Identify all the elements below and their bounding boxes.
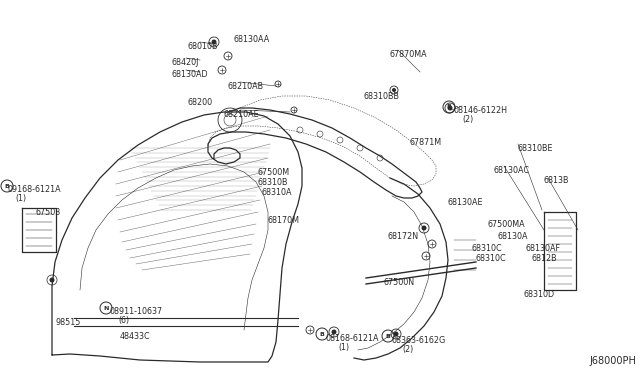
Text: (2): (2) xyxy=(402,345,413,354)
Text: (1): (1) xyxy=(15,194,26,203)
Text: 67500MA: 67500MA xyxy=(488,220,525,229)
Text: 08911-10637: 08911-10637 xyxy=(110,307,163,316)
Circle shape xyxy=(392,88,396,92)
Text: N: N xyxy=(103,305,109,311)
Text: 68310BE: 68310BE xyxy=(518,144,554,153)
Text: 68310C: 68310C xyxy=(472,244,502,253)
Text: 68130AC: 68130AC xyxy=(494,166,530,175)
Text: 68310BB: 68310BB xyxy=(364,92,400,101)
Text: 08363-6162G: 08363-6162G xyxy=(392,336,446,345)
Text: 68310B: 68310B xyxy=(258,178,289,187)
Text: (2): (2) xyxy=(462,115,473,124)
Text: 67871M: 67871M xyxy=(410,138,442,147)
Text: 68130AD: 68130AD xyxy=(172,70,209,79)
Text: (6): (6) xyxy=(118,316,129,325)
Text: 68200: 68200 xyxy=(188,98,213,107)
Text: 68130AA: 68130AA xyxy=(234,35,270,44)
Text: 08146-6122H: 08146-6122H xyxy=(454,106,508,115)
Circle shape xyxy=(422,225,426,231)
Text: 68310C: 68310C xyxy=(476,254,507,263)
Text: B: B xyxy=(319,331,324,337)
Text: 68420J: 68420J xyxy=(172,58,200,67)
Circle shape xyxy=(211,39,216,45)
Text: 6813B: 6813B xyxy=(544,176,570,185)
Circle shape xyxy=(49,278,54,282)
Text: 68172N: 68172N xyxy=(388,232,419,241)
Text: 68130AE: 68130AE xyxy=(448,198,483,207)
Text: B: B xyxy=(385,334,390,339)
Text: B: B xyxy=(4,183,10,189)
Text: 09168-6121A: 09168-6121A xyxy=(7,185,61,194)
Text: 68130AF: 68130AF xyxy=(526,244,561,253)
Text: 6812B: 6812B xyxy=(532,254,557,263)
Text: 67870MA: 67870MA xyxy=(390,50,428,59)
Circle shape xyxy=(447,106,452,110)
Text: 68010B: 68010B xyxy=(188,42,218,51)
Text: B: B xyxy=(447,105,451,109)
Text: 98515: 98515 xyxy=(55,318,81,327)
Text: 67500N: 67500N xyxy=(384,278,415,287)
Text: (1): (1) xyxy=(338,343,349,352)
Text: 68310D: 68310D xyxy=(524,290,555,299)
Text: 68210AE: 68210AE xyxy=(224,110,260,119)
Text: 08168-6121A: 08168-6121A xyxy=(326,334,380,343)
Text: 68210AB: 68210AB xyxy=(228,82,264,91)
Text: 48433C: 48433C xyxy=(120,332,150,341)
Circle shape xyxy=(332,330,337,334)
Circle shape xyxy=(394,331,399,337)
Text: 67500M: 67500M xyxy=(258,168,290,177)
Text: 68310A: 68310A xyxy=(262,188,292,197)
Text: 68170M: 68170M xyxy=(268,216,300,225)
Text: 67503: 67503 xyxy=(36,208,61,217)
Text: 68130A: 68130A xyxy=(498,232,529,241)
Text: J68000PH: J68000PH xyxy=(589,356,636,366)
